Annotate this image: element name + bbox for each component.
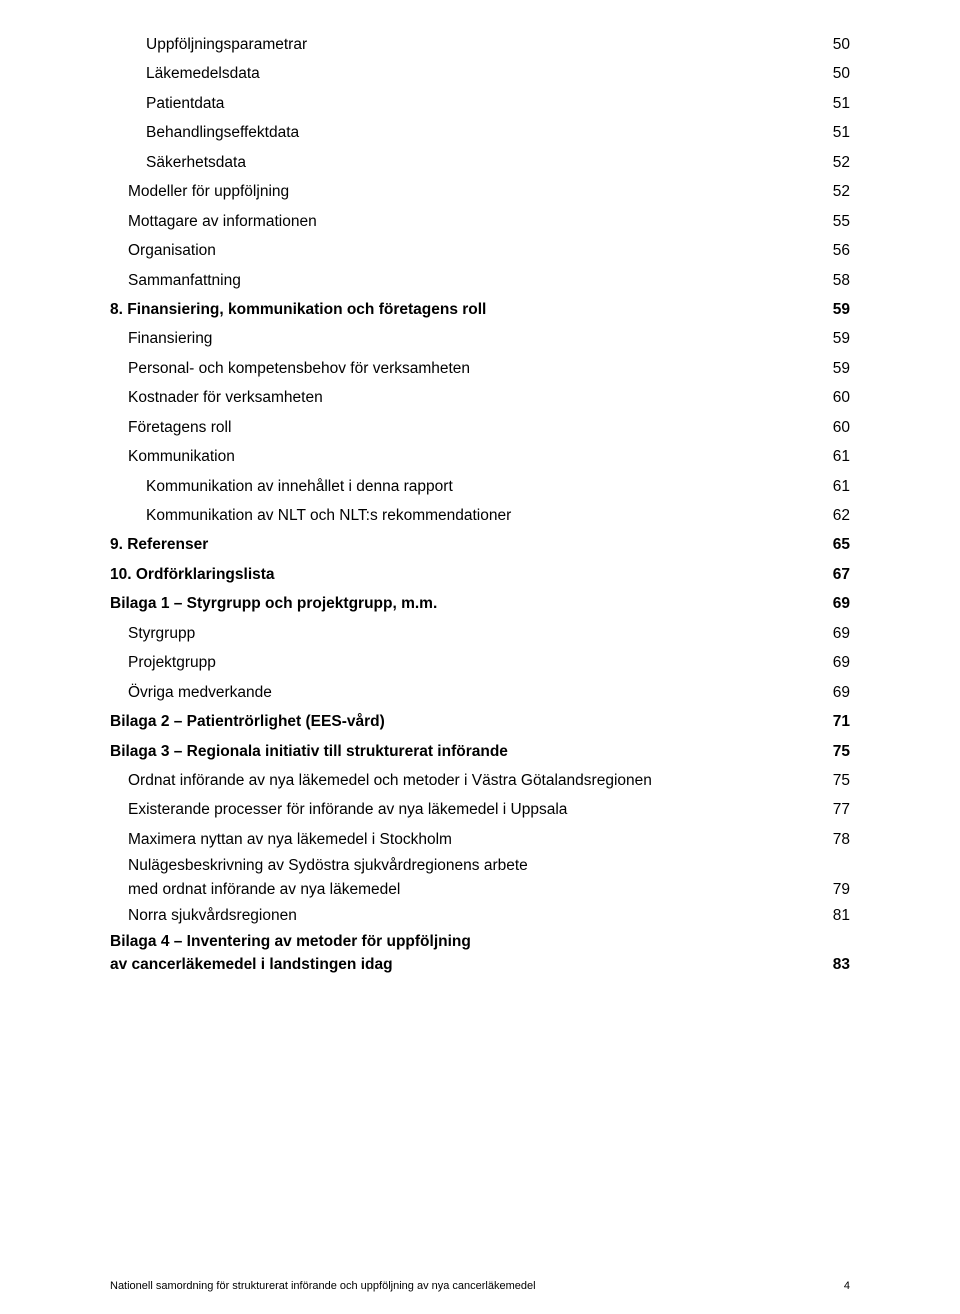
toc-entry[interactable]: Kommunikation av NLT och NLT:s rekommend…: [110, 501, 850, 530]
toc-page-number: 69: [833, 619, 850, 648]
toc-title: Projektgrupp: [110, 648, 216, 677]
toc-entry[interactable]: Kommunikation av innehållet i denna rapp…: [110, 472, 850, 501]
toc-title: Behandlingseffektdata: [110, 118, 299, 147]
toc-entry[interactable]: Bilaga 1 – Styrgrupp och projektgrupp, m…: [110, 589, 850, 618]
toc-title: Patientdata: [110, 89, 224, 118]
toc-page-number: 60: [833, 413, 850, 442]
toc-title: Kommunikation av innehållet i denna rapp…: [110, 472, 453, 501]
toc-page-number: 81: [833, 901, 850, 930]
toc-page-number: 60: [833, 383, 850, 412]
toc-page-number: 58: [833, 266, 850, 295]
toc-entry[interactable]: Behandlingseffektdata 51: [110, 118, 850, 147]
toc-title: Mottagare av informationen: [110, 207, 317, 236]
toc-title: Övriga medverkande: [110, 678, 272, 707]
toc-entry[interactable]: Nulägesbeskrivning av Sydöstra sjukvårdr…: [110, 854, 850, 901]
toc-entry[interactable]: Läkemedelsdata 50: [110, 59, 850, 88]
toc-entry[interactable]: Ordnat införande av nya läkemedel och me…: [110, 766, 850, 795]
toc-entry[interactable]: Personal- och kompetensbehov för verksam…: [110, 354, 850, 383]
toc-page-number: 62: [833, 501, 850, 530]
toc-container: Uppföljningsparametrar 50 Läkemedelsdata 50…: [0, 0, 960, 977]
toc-title: Sammanfattning: [110, 266, 241, 295]
toc-page-number: 50: [833, 30, 850, 59]
toc-title: Kommunikation av NLT och NLT:s rekommend…: [110, 501, 511, 530]
toc-title: Uppföljningsparametrar: [110, 30, 307, 59]
toc-page-number: 71: [833, 707, 850, 736]
toc-title: Kommunikation: [110, 442, 235, 471]
toc-entry[interactable]: Bilaga 2 – Patientrörlighet (EES-vård) 71: [110, 707, 850, 736]
toc-entry[interactable]: 9. Referenser 65: [110, 530, 850, 559]
toc-title: Säkerhetsdata: [110, 148, 246, 177]
toc-title: Företagens roll: [110, 413, 231, 442]
toc-entry[interactable]: Bilaga 3 – Regionala initiativ till stru…: [110, 737, 850, 766]
toc-entry[interactable]: Existerande processer för införande av n…: [110, 795, 850, 824]
toc-entry[interactable]: Företagens roll 60: [110, 413, 850, 442]
toc-page-number: 69: [833, 678, 850, 707]
toc-page-number: 83: [833, 953, 850, 976]
toc-title-line1: Nulägesbeskrivning av Sydöstra sjukvårdr…: [128, 854, 850, 877]
toc-title: Kostnader för verksamheten: [110, 383, 323, 412]
toc-title-line2: av cancerläkemedel i landstingen idag: [110, 953, 393, 976]
toc-title-line1: Bilaga 4 – Inventering av metoder för up…: [110, 930, 850, 953]
page-footer: Nationell samordning för strukturerat in…: [110, 1280, 850, 1292]
toc-page-number: 61: [833, 442, 850, 471]
toc-page-number: 59: [833, 324, 850, 353]
toc-title: Maximera nyttan av nya läkemedel i Stock…: [110, 825, 452, 854]
toc-page-number: 51: [833, 118, 850, 147]
toc-page-number: 69: [833, 648, 850, 677]
toc-entry[interactable]: Patientdata 51: [110, 89, 850, 118]
toc-page-number: 52: [833, 177, 850, 206]
toc-title: Norra sjukvårdsregionen: [110, 901, 297, 930]
toc-entry[interactable]: Kostnader för verksamheten 60: [110, 383, 850, 412]
toc-entry[interactable]: Mottagare av informationen 55: [110, 207, 850, 236]
toc-title: 9. Referenser: [110, 530, 208, 559]
toc-title: Finansiering: [110, 324, 212, 353]
toc-title: Modeller för uppföljning: [110, 177, 289, 206]
toc-entry[interactable]: Säkerhetsdata 52: [110, 148, 850, 177]
toc-page-number: 75: [833, 766, 850, 795]
toc-page-number: 59: [833, 354, 850, 383]
toc-title-line2: med ordnat införande av nya läkemedel: [128, 878, 400, 901]
toc-entry[interactable]: Finansiering 59: [110, 324, 850, 353]
toc-page-number: 65: [833, 530, 850, 559]
toc-entry[interactable]: Organisation 56: [110, 236, 850, 265]
footer-text: Nationell samordning för strukturerat in…: [110, 1280, 536, 1292]
toc-title: Personal- och kompetensbehov för verksam…: [110, 354, 470, 383]
toc-title: Existerande processer för införande av n…: [110, 795, 567, 824]
toc-page-number: 61: [833, 472, 850, 501]
toc-title: Bilaga 2 – Patientrörlighet (EES-vård): [110, 707, 385, 736]
toc-title: 8. Finansiering, kommunikation och föret…: [110, 295, 486, 324]
toc-entry[interactable]: 8. Finansiering, kommunikation och föret…: [110, 295, 850, 324]
toc-entry[interactable]: Kommunikation 61: [110, 442, 850, 471]
toc-page-number: 59: [833, 295, 850, 324]
toc-title: Bilaga 3 – Regionala initiativ till stru…: [110, 737, 508, 766]
toc-entry[interactable]: Uppföljningsparametrar 50: [110, 30, 850, 59]
toc-entry[interactable]: Styrgrupp 69: [110, 619, 850, 648]
toc-entry[interactable]: Sammanfattning 58: [110, 266, 850, 295]
toc-title: Bilaga 1 – Styrgrupp och projektgrupp, m…: [110, 589, 437, 618]
toc-page-number: 79: [833, 878, 850, 901]
toc-page-number: 50: [833, 59, 850, 88]
toc-title: 10. Ordförklaringslista: [110, 560, 275, 589]
toc-entry[interactable]: Modeller för uppföljning 52: [110, 177, 850, 206]
toc-page-number: 52: [833, 148, 850, 177]
toc-title: Läkemedelsdata: [110, 59, 260, 88]
toc-title: Ordnat införande av nya läkemedel och me…: [110, 766, 652, 795]
toc-page-number: 75: [833, 737, 850, 766]
toc-entry[interactable]: 10. Ordförklaringslista 67: [110, 560, 850, 589]
toc-page-number: 56: [833, 236, 850, 265]
toc-entry[interactable]: Maximera nyttan av nya läkemedel i Stock…: [110, 825, 850, 854]
toc-page-number: 77: [833, 795, 850, 824]
toc-page-number: 69: [833, 589, 850, 618]
toc-page-number: 55: [833, 207, 850, 236]
footer-page-number: 4: [844, 1280, 850, 1292]
toc-entry[interactable]: Övriga medverkande 69: [110, 678, 850, 707]
toc-title: Styrgrupp: [110, 619, 195, 648]
toc-entry[interactable]: Norra sjukvårdsregionen 81: [110, 901, 850, 930]
toc-page-number: 67: [833, 560, 850, 589]
toc-entry[interactable]: Bilaga 4 – Inventering av metoder för up…: [110, 930, 850, 977]
toc-page-number: 51: [833, 89, 850, 118]
toc-page-number: 78: [833, 825, 850, 854]
toc-title: Organisation: [110, 236, 216, 265]
toc-entry[interactable]: Projektgrupp 69: [110, 648, 850, 677]
